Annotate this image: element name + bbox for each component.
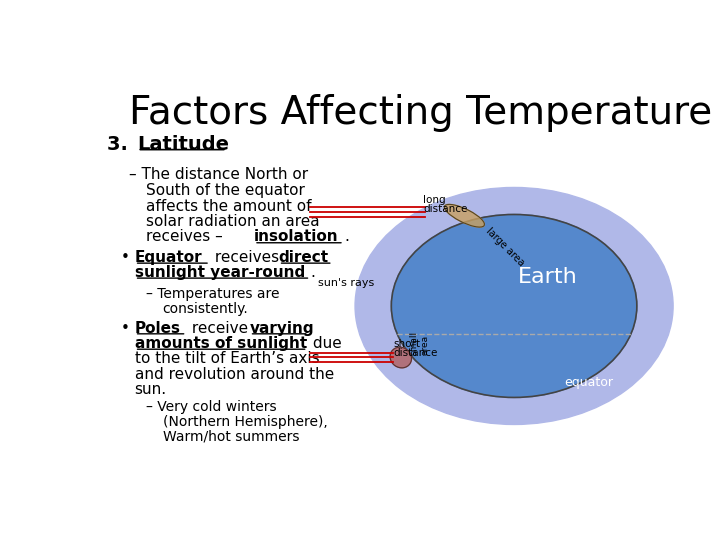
Text: – Temperatures are: – Temperatures are: [145, 287, 279, 301]
Text: South of the equator: South of the equator: [145, 183, 305, 198]
Circle shape: [392, 214, 636, 397]
Text: and revolution around the: and revolution around the: [135, 367, 334, 382]
Circle shape: [355, 187, 673, 424]
Text: sun.: sun.: [135, 382, 167, 397]
Text: short: short: [393, 339, 420, 349]
Text: consistently.: consistently.: [163, 302, 248, 316]
Text: Latitude: Latitude: [138, 136, 230, 154]
Text: receives –: receives –: [145, 230, 228, 245]
Text: due: due: [307, 336, 341, 351]
Text: small
area: small area: [410, 331, 429, 355]
Text: equator: equator: [564, 376, 613, 389]
Ellipse shape: [444, 204, 485, 227]
Text: Factors Affecting Temperature: Factors Affecting Temperature: [129, 94, 712, 132]
Text: .: .: [344, 230, 348, 245]
Text: •: •: [121, 250, 130, 265]
Text: direct: direct: [279, 250, 329, 265]
Text: Earth: Earth: [518, 267, 577, 287]
Text: Poles: Poles: [135, 321, 181, 335]
Text: .: .: [310, 265, 315, 280]
Text: (Northern Hemisphere),: (Northern Hemisphere),: [163, 415, 328, 429]
Text: varying: varying: [250, 321, 314, 335]
Text: atmosphere: atmosphere: [551, 144, 626, 157]
Text: distance: distance: [423, 205, 467, 214]
Ellipse shape: [390, 347, 412, 368]
Text: to the tilt of Earth’s axis: to the tilt of Earth’s axis: [135, 352, 319, 366]
Text: amounts of sunlight: amounts of sunlight: [135, 336, 307, 351]
Text: large area: large area: [484, 226, 526, 268]
Text: insolation: insolation: [254, 230, 338, 245]
Text: solar radiation an area: solar radiation an area: [145, 214, 320, 229]
Text: sun's rays: sun's rays: [318, 278, 374, 288]
Text: – The distance North or: – The distance North or: [129, 167, 308, 181]
Text: receives: receives: [210, 250, 284, 265]
Text: Equator: Equator: [135, 250, 202, 265]
Text: long: long: [423, 194, 446, 205]
Text: sunlight year-round: sunlight year-round: [135, 265, 305, 280]
Text: – Very cold winters: – Very cold winters: [145, 400, 276, 414]
Text: 3.: 3.: [107, 136, 141, 154]
Text: distance: distance: [393, 348, 437, 359]
Text: •: •: [121, 321, 130, 335]
Text: Warm/hot summers: Warm/hot summers: [163, 429, 299, 443]
Text: receive: receive: [186, 321, 253, 335]
Text: affects the amount of: affects the amount of: [145, 199, 311, 214]
